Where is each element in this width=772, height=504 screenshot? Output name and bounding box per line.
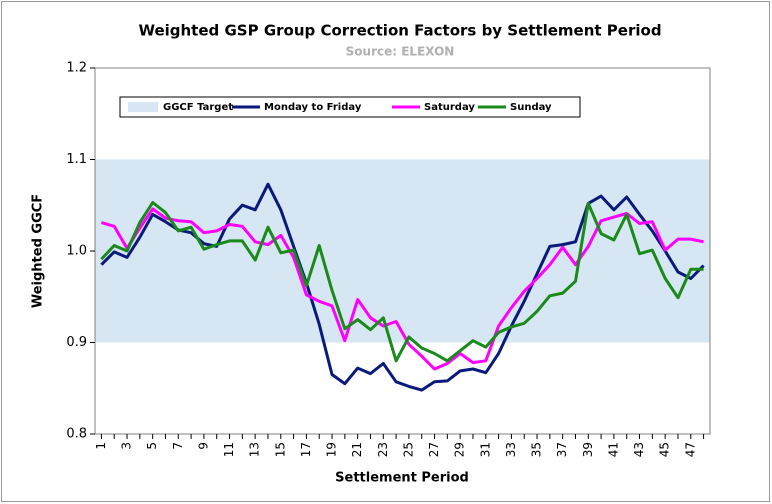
x-tick-label: 17 — [299, 442, 313, 457]
x-tick-label: 1 — [94, 442, 108, 450]
x-tick-label: 3 — [120, 442, 134, 450]
legend-label: GGCF Target — [163, 102, 233, 113]
x-tick-label: 33 — [504, 442, 518, 457]
y-tick-label: 0.8 — [66, 427, 87, 442]
x-tick-label: 25 — [401, 442, 415, 457]
legend-label: Saturday — [424, 102, 475, 113]
y-tick-label: 1.1 — [66, 152, 87, 167]
x-tick-label: 31 — [478, 442, 492, 457]
legend-label: Sunday — [510, 102, 552, 113]
series-line — [100, 201, 704, 363]
y-axis-title: Weighted GGCF — [31, 194, 46, 308]
x-tick-label: 43 — [632, 442, 646, 457]
x-tick-label: 39 — [581, 442, 595, 457]
x-tick-label: 41 — [606, 442, 620, 457]
x-tick-label: 15 — [273, 442, 287, 457]
series-line — [100, 207, 704, 371]
series-line — [100, 182, 705, 392]
x-tick-label: 35 — [530, 442, 544, 457]
x-tick-label: 9 — [196, 442, 210, 450]
x-tick-label: 23 — [376, 442, 390, 457]
chart-title: Weighted GSP Group Correction Factors by… — [138, 22, 661, 40]
x-tick-label: 7 — [171, 442, 185, 450]
x-tick-label: 11 — [222, 442, 236, 457]
x-tick-label: 5 — [145, 442, 159, 450]
x-tick-label: 37 — [555, 442, 569, 457]
y-tick-label: 1.0 — [66, 244, 87, 259]
y-tick-label: 1.2 — [66, 61, 87, 76]
target-band — [95, 159, 710, 343]
x-tick-label: 47 — [683, 442, 697, 457]
x-tick-label: 19 — [325, 442, 339, 457]
legend-label: Monday to Friday — [264, 102, 362, 113]
chart-subtitle: Source: ELEXON — [346, 45, 455, 59]
legend-box — [119, 96, 581, 118]
x-tick-label: 29 — [453, 442, 467, 457]
x-tick-label: 21 — [350, 442, 364, 457]
x-axis-title: Settlement Period — [335, 471, 469, 486]
x-tick-label: 13 — [248, 442, 262, 457]
y-tick-label: 0.9 — [66, 335, 87, 350]
x-tick-label: 45 — [658, 442, 672, 457]
x-tick-label: 27 — [427, 442, 441, 457]
legend-swatch — [128, 102, 158, 112]
